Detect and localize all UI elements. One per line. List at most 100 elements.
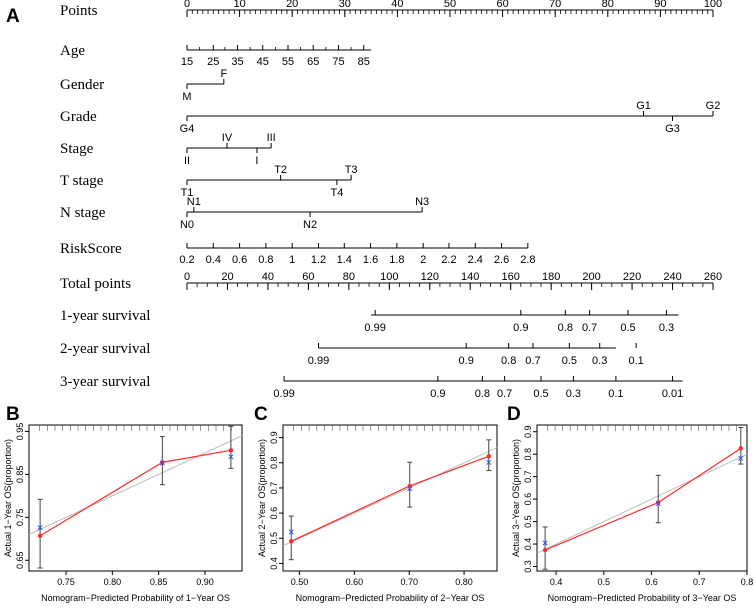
tick-label-total-points: 220 [623,271,641,283]
tick-label-total-points: 80 [343,271,355,283]
calibration-plot-1-year: 0.75 0.80 0.85 0.90 0.65 0.75 0.85 0.95 Nomogram… [3,423,243,603]
tick-label-riskscore: 2 [420,254,426,266]
tick-label-riskscore: 1.4 [337,254,352,266]
tick-label-riskscore: 2.2 [441,254,456,266]
tick-label-points: 20 [286,0,298,10]
x-tick-label: 0.85 [150,577,168,587]
tick-label-total-points: 140 [461,271,479,283]
tick-label-riskscore: 0.6 [232,254,247,266]
tick-label-riskscore: 2.6 [494,254,509,266]
observed-point [160,460,165,465]
level-label-grade: G2 [706,100,721,112]
tick-label-riskscore: 1.8 [389,254,404,266]
tick-label-2-year-survival: 0.5 [562,355,577,367]
level-label-n-stage: N3 [415,196,429,208]
bias-corrected-marker [228,454,234,460]
level-label-stage: IV [222,132,233,144]
y-tick-label: 0.7 [269,482,279,495]
x-tick-label: 0.90 [196,577,214,587]
observed-point [228,448,234,453]
tick-label-1-year-survival: 0.99 [364,322,385,334]
observed-point [738,446,743,451]
y-tick-label: 0.9 [269,431,279,444]
tick-label-total-points: 260 [704,271,722,283]
tick-label-2-year-survival: 0.9 [459,355,474,367]
tick-label-total-points: 60 [302,271,314,283]
ideal-line [536,453,748,554]
tick-label-3-year-survival: 0.3 [566,388,581,400]
tick-label-3-year-survival: 0.99 [273,388,294,400]
tick-label-age: 15 [181,56,193,68]
observed-point [542,547,548,553]
tick-label-riskscore: 2.4 [468,254,483,266]
x-axis-title: Nomogram−Predicted Probability of 2−Year… [296,593,485,603]
row-label-grade: Grade [60,109,97,125]
x-tick-label: 0.6 [645,577,658,587]
row-label-stage: Stage [60,141,94,157]
y-tick-label: 0.7 [523,470,533,483]
level-label-stage: I [255,155,258,167]
tick-label-1-year-survival: 0.5 [620,322,635,334]
level-label-gender: F [220,68,227,80]
level-label-n-stage: N0 [180,219,194,231]
panel-label-c: C [254,404,268,425]
tick-label-age: 85 [358,56,370,68]
plot-frame [536,424,748,572]
y-tick-label: 0.9 [523,425,533,438]
bias-corrected-marker [288,529,294,535]
tick-label-total-points: 200 [582,271,600,283]
x-tick-label: 0.4 [550,577,563,587]
level-label-t-stage: T4 [330,187,343,199]
tick-label-points: 70 [549,0,561,10]
bias-corrected-marker [542,540,548,546]
tick-label-total-points: 20 [221,271,233,283]
observed-point [37,533,43,538]
ideal-line [28,435,243,535]
y-axis-title: Actual 2−Year OS(proportion) [257,439,267,557]
bias-corrected-marker [37,525,43,531]
tick-label-riskscore: 0.2 [179,254,194,266]
level-label-grade: G1 [636,100,651,112]
level-label-t-stage: T3 [345,164,358,176]
y-tick-label: 0.65 [15,551,25,569]
observed-point [656,500,661,505]
y-tick-label: 0.6 [523,493,533,506]
tick-label-age: 45 [257,56,269,68]
tick-label-1-year-survival: 0.8 [558,322,573,334]
calibration-plot-3-year: 0.4 0.5 0.6 0.7 0.8 0.3 0.4 0.5 0.6 0.7 0.8 0.9 Nomo… [511,424,753,603]
level-label-stage: II [184,155,190,167]
y-tick-label: 0.4 [523,538,533,551]
row-label-n-stage: N stage [60,205,106,221]
tick-label-age: 35 [231,56,243,68]
ideal-line [282,447,498,547]
tick-label-points: 0 [184,0,190,10]
x-tick-label: 0.7 [693,577,706,587]
bias-corrected-marker [655,501,661,507]
level-label-t-stage: T1 [181,187,194,199]
tick-label-3-year-survival: 0.7 [497,388,512,400]
tick-label-1-year-survival: 0.3 [659,322,674,334]
y-tick-label: 0.95 [15,423,25,441]
calibration-plot-2-year: 0.50 0.60 0.70 0.80 0.4 0.5 0.6 0.7 0.8 0.9 Nomogr… [257,424,498,603]
observed-point [289,539,294,544]
tick-label-total-points: 160 [502,271,520,283]
tick-label-riskscore: 1 [289,254,295,266]
tick-label-points: 60 [496,0,508,10]
tick-label-3-year-survival: 0.1 [608,388,623,400]
tick-label-riskscore: 0.8 [258,254,273,266]
y-tick-label: 0.3 [523,560,533,573]
panel-label-b: B [6,404,20,425]
tick-label-riskscore: 2.8 [520,254,535,266]
y-tick-label: 0.5 [523,515,533,528]
tick-label-riskscore: 1.6 [363,254,378,266]
y-axis-title: Actual 3−Year OS(proportion) [511,439,521,557]
tick-label-age: 25 [207,56,219,68]
row-label-t-stage: T stage [60,173,104,189]
x-tick-label: 0.80 [455,577,473,587]
tick-label-riskscore: 1.2 [311,254,326,266]
tick-label-total-points: 100 [380,271,398,283]
x-tick-label: 0.75 [57,577,75,587]
panel-label-a: A [6,6,20,27]
tick-label-age: 75 [332,56,344,68]
